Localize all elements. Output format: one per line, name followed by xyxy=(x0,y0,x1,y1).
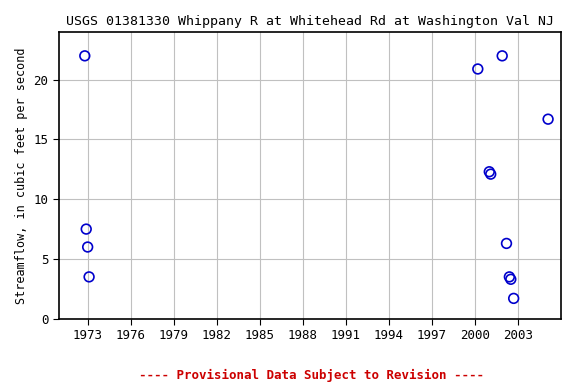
Text: ---- Provisional Data Subject to Revision ----: ---- Provisional Data Subject to Revisio… xyxy=(139,369,483,382)
Point xyxy=(473,66,483,72)
Title: USGS 01381330 Whippany R at Whitehead Rd at Washington Val NJ: USGS 01381330 Whippany R at Whitehead Rd… xyxy=(66,15,554,28)
Point xyxy=(80,53,89,59)
Point xyxy=(505,274,514,280)
Point xyxy=(486,171,495,177)
Point xyxy=(82,226,91,232)
Point xyxy=(83,244,92,250)
Point xyxy=(506,276,516,282)
Point xyxy=(85,274,94,280)
Point xyxy=(498,53,507,59)
Point xyxy=(484,169,494,175)
Point xyxy=(509,295,518,301)
Point xyxy=(544,116,553,122)
Point xyxy=(502,240,511,247)
Y-axis label: Streamflow, in cubic feet per second: Streamflow, in cubic feet per second xyxy=(15,47,28,304)
